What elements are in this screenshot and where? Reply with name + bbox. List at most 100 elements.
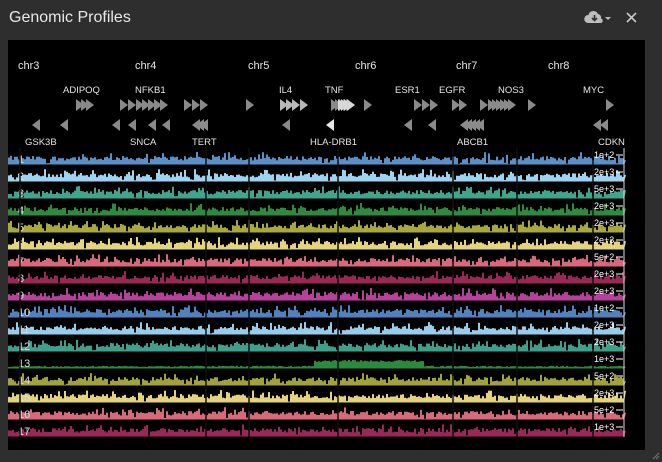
gene-strand-arrow-icon[interactable] <box>476 119 484 131</box>
gene-strand-arrow-icon[interactable] <box>452 99 460 111</box>
gene-label[interactable]: SNCA <box>130 137 157 148</box>
gene-strand-arrow-icon[interactable] <box>593 119 601 131</box>
track-scale-label: 5e+2 <box>594 371 614 381</box>
track-number-label: 3 <box>18 188 24 200</box>
data-track[interactable]: 17 1e+3 <box>8 422 626 438</box>
data-track[interactable]: 5 2e+3 <box>8 218 626 234</box>
gene-strand-arrow-icon[interactable] <box>414 99 422 111</box>
gene-label[interactable]: NOS3 <box>498 85 524 96</box>
gene-strand-arrow-icon[interactable] <box>60 119 68 131</box>
track-histogram <box>8 169 626 182</box>
gene-strand-arrow-icon[interactable] <box>32 119 40 131</box>
data-track[interactable]: 10 1e+2 <box>8 303 626 319</box>
track-scale-label: 2e+3 <box>594 286 614 296</box>
gene-strand-arrow-icon[interactable] <box>480 99 488 111</box>
gene-strand-arrow-icon[interactable] <box>200 99 208 111</box>
resize-grip-icon[interactable] <box>650 450 660 460</box>
gene-strand-arrow-icon[interactable] <box>128 119 136 131</box>
gene-label[interactable]: GSK3B <box>25 137 57 148</box>
gene-strand-arrow-icon[interactable] <box>528 99 536 111</box>
track-number-label: 16 <box>18 409 30 421</box>
data-track[interactable]: 14 5e+2 <box>8 371 626 387</box>
track-number-label: 10 <box>18 307 30 319</box>
gene-label[interactable]: CDKN <box>598 137 625 148</box>
gene-strand-arrow-icon[interactable] <box>160 99 168 111</box>
cloud-download-icon <box>584 10 603 23</box>
gene-label[interactable]: IL4 <box>279 85 292 96</box>
gene-strand-arrow-icon[interactable] <box>148 119 156 131</box>
data-track[interactable]: 12 2e+3 <box>8 337 626 353</box>
gene-label[interactable]: TNF <box>325 85 344 96</box>
gene-strand-arrow-icon[interactable] <box>162 119 170 131</box>
data-track[interactable]: 7 5e+2 <box>8 252 626 268</box>
gene-strand-arrow-icon[interactable] <box>154 99 162 111</box>
gene-strand-arrow-icon[interactable] <box>192 99 200 111</box>
gene-strand-arrow-icon[interactable] <box>148 99 156 111</box>
genome-browser-canvas[interactable]: chr3 chr4 chr5 chr6 chr7 chr8 ADIPOQ NFKB1 IL4 TN… <box>8 40 645 450</box>
gene-strand-arrow-icon[interactable] <box>459 99 467 111</box>
track-number-label: 15 <box>18 392 30 404</box>
gene-strand-arrow-icon[interactable] <box>200 119 208 131</box>
gene-strand-arrow-icon[interactable] <box>112 119 120 131</box>
gene-strand-arrow-icon[interactable] <box>600 119 608 131</box>
gene-label[interactable]: ESR1 <box>395 85 420 96</box>
data-track[interactable]: 9 2e+3 <box>8 286 626 302</box>
gene-strand-arrow-icon[interactable] <box>246 99 254 111</box>
track-scale-label: 2e+3 <box>594 167 614 177</box>
data-track[interactable]: 11 2e+3 <box>8 320 626 336</box>
gene-strand-arrow-icon[interactable] <box>404 119 412 131</box>
gene-strand-arrow-icon[interactable] <box>428 119 436 131</box>
track-number-label: 6 <box>18 239 24 251</box>
gene-strand-arrow-icon[interactable] <box>347 99 355 111</box>
gene-strand-arrow-icon[interactable] <box>184 99 192 111</box>
gene-strand-arrow-icon[interactable] <box>508 99 516 111</box>
gene-strand-arrow-icon[interactable] <box>282 119 290 131</box>
data-track[interactable]: 6 2e+3 <box>8 235 626 251</box>
data-track[interactable]: 13 1e+3 <box>8 354 626 370</box>
gene-label[interactable]: ADIPOQ <box>63 85 100 96</box>
data-track[interactable]: 8 2e+3 <box>8 269 626 285</box>
chromosome-label: chr6 <box>355 60 376 72</box>
gene-label[interactable]: HLA-DRB1 <box>310 137 357 148</box>
gene-strand-arrow-icon[interactable] <box>128 99 136 111</box>
gene-strand-arrow-icon[interactable] <box>422 99 430 111</box>
data-track[interactable]: 2 2e+3 <box>8 167 626 183</box>
gene-strand-arrow-icon[interactable] <box>81 99 89 111</box>
gene-label[interactable]: TERT <box>192 137 217 148</box>
data-track[interactable]: 4 2e+3 <box>8 201 626 217</box>
window-title: Genomic Profiles <box>9 9 131 26</box>
track-histogram <box>8 203 626 216</box>
gene-strand-arrow-icon[interactable] <box>326 119 334 131</box>
track-histogram <box>8 390 626 403</box>
data-track[interactable]: 16 5e+2 <box>8 405 626 421</box>
gene-label[interactable]: ABCB1 <box>457 137 488 148</box>
track-scale-label: 5e+3 <box>594 184 614 194</box>
gene-label[interactable]: EGFR <box>439 85 466 96</box>
data-track[interactable]: 1 1e+2 <box>8 150 626 166</box>
data-track[interactable]: 3 5e+3 <box>8 184 626 200</box>
track-histogram <box>8 254 626 267</box>
gene-strand-arrow-icon[interactable] <box>136 99 144 111</box>
track-scale-label: 2e+3 <box>594 337 614 347</box>
gene-strand-arrow-icon[interactable] <box>606 99 614 111</box>
close-button[interactable] <box>622 8 642 28</box>
gene-label[interactable]: MYC <box>583 85 604 96</box>
gene-strand-arrow-icon[interactable] <box>286 99 294 111</box>
gene-strand-arrow-icon[interactable] <box>300 99 308 111</box>
data-track[interactable]: 15 2e+3 <box>8 388 626 404</box>
track-number-label: 14 <box>18 375 30 387</box>
gene-strand-arrow-icon[interactable] <box>76 99 84 111</box>
gene-strand-arrow-icon[interactable] <box>280 99 288 111</box>
gene-strand-arrow-icon[interactable] <box>120 99 128 111</box>
download-menu-button[interactable] <box>583 8 615 28</box>
gene-strand-arrow-icon[interactable] <box>430 99 438 111</box>
gene-strand-arrow-icon[interactable] <box>292 99 300 111</box>
gene-strand-arrow-icon[interactable] <box>86 99 94 111</box>
track-histogram <box>8 424 626 437</box>
genome-viewer-panel[interactable]: chr3 chr4 chr5 chr6 chr7 chr8 ADIPOQ NFKB1 IL4 TN… <box>8 40 645 450</box>
gene-strand-arrow-icon[interactable] <box>142 99 150 111</box>
track-number-label: 5 <box>18 222 24 234</box>
gene-label[interactable]: NFKB1 <box>135 85 166 96</box>
gene-strand-arrow-icon[interactable] <box>364 99 372 111</box>
